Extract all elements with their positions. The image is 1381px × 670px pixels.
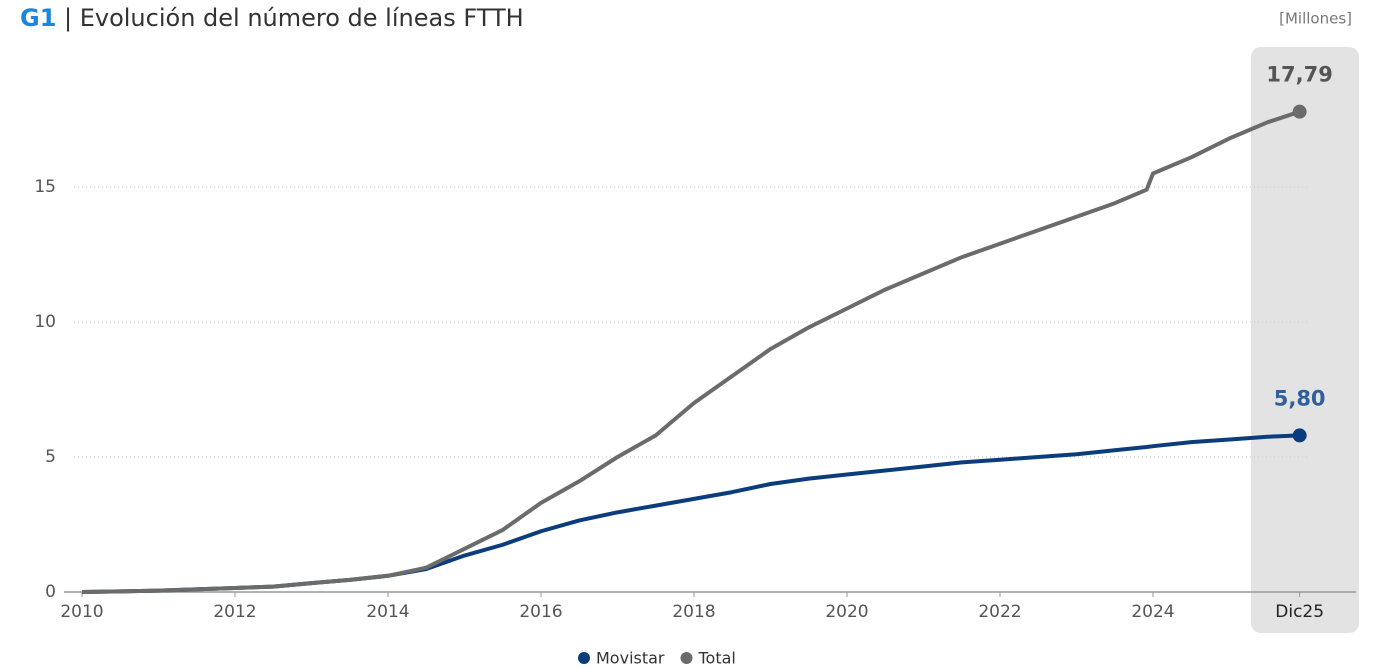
- y-tick-label: 15: [34, 177, 56, 197]
- unit-label: [Millones]: [1279, 10, 1352, 28]
- value-label: 17,79: [1266, 63, 1332, 87]
- y-tick-label: 10: [34, 312, 56, 332]
- end-point: [1292, 104, 1307, 119]
- legend-marker: [680, 652, 693, 664]
- legend-label: Movistar: [596, 649, 665, 668]
- x-tick-label: 2024: [1131, 602, 1174, 622]
- value-label: 5,80: [1274, 386, 1326, 410]
- highlight-band: [1251, 47, 1359, 633]
- x-tick-label: 2022: [978, 602, 1021, 622]
- y-tick-label: 5: [45, 447, 56, 467]
- x-tick-label: 2018: [672, 602, 715, 622]
- x-tick-label: Dic25: [1275, 602, 1324, 622]
- x-tick-label: 2016: [519, 602, 562, 622]
- chart-title: | Evolución del número de líneas FTTH: [64, 4, 524, 32]
- legend-label: Total: [698, 649, 736, 668]
- legend-marker: [578, 652, 590, 664]
- x-tick-label: 2012: [213, 602, 256, 622]
- x-tick-label: 2010: [60, 602, 103, 622]
- x-tick-label: 2020: [825, 602, 868, 622]
- series-line: [81, 109, 1301, 594]
- end-point: [1292, 428, 1307, 443]
- y-tick-label: 0: [45, 582, 56, 602]
- x-tick-label: 2014: [366, 602, 409, 622]
- series-line: [81, 433, 1300, 594]
- chart-label: G1: [20, 4, 56, 32]
